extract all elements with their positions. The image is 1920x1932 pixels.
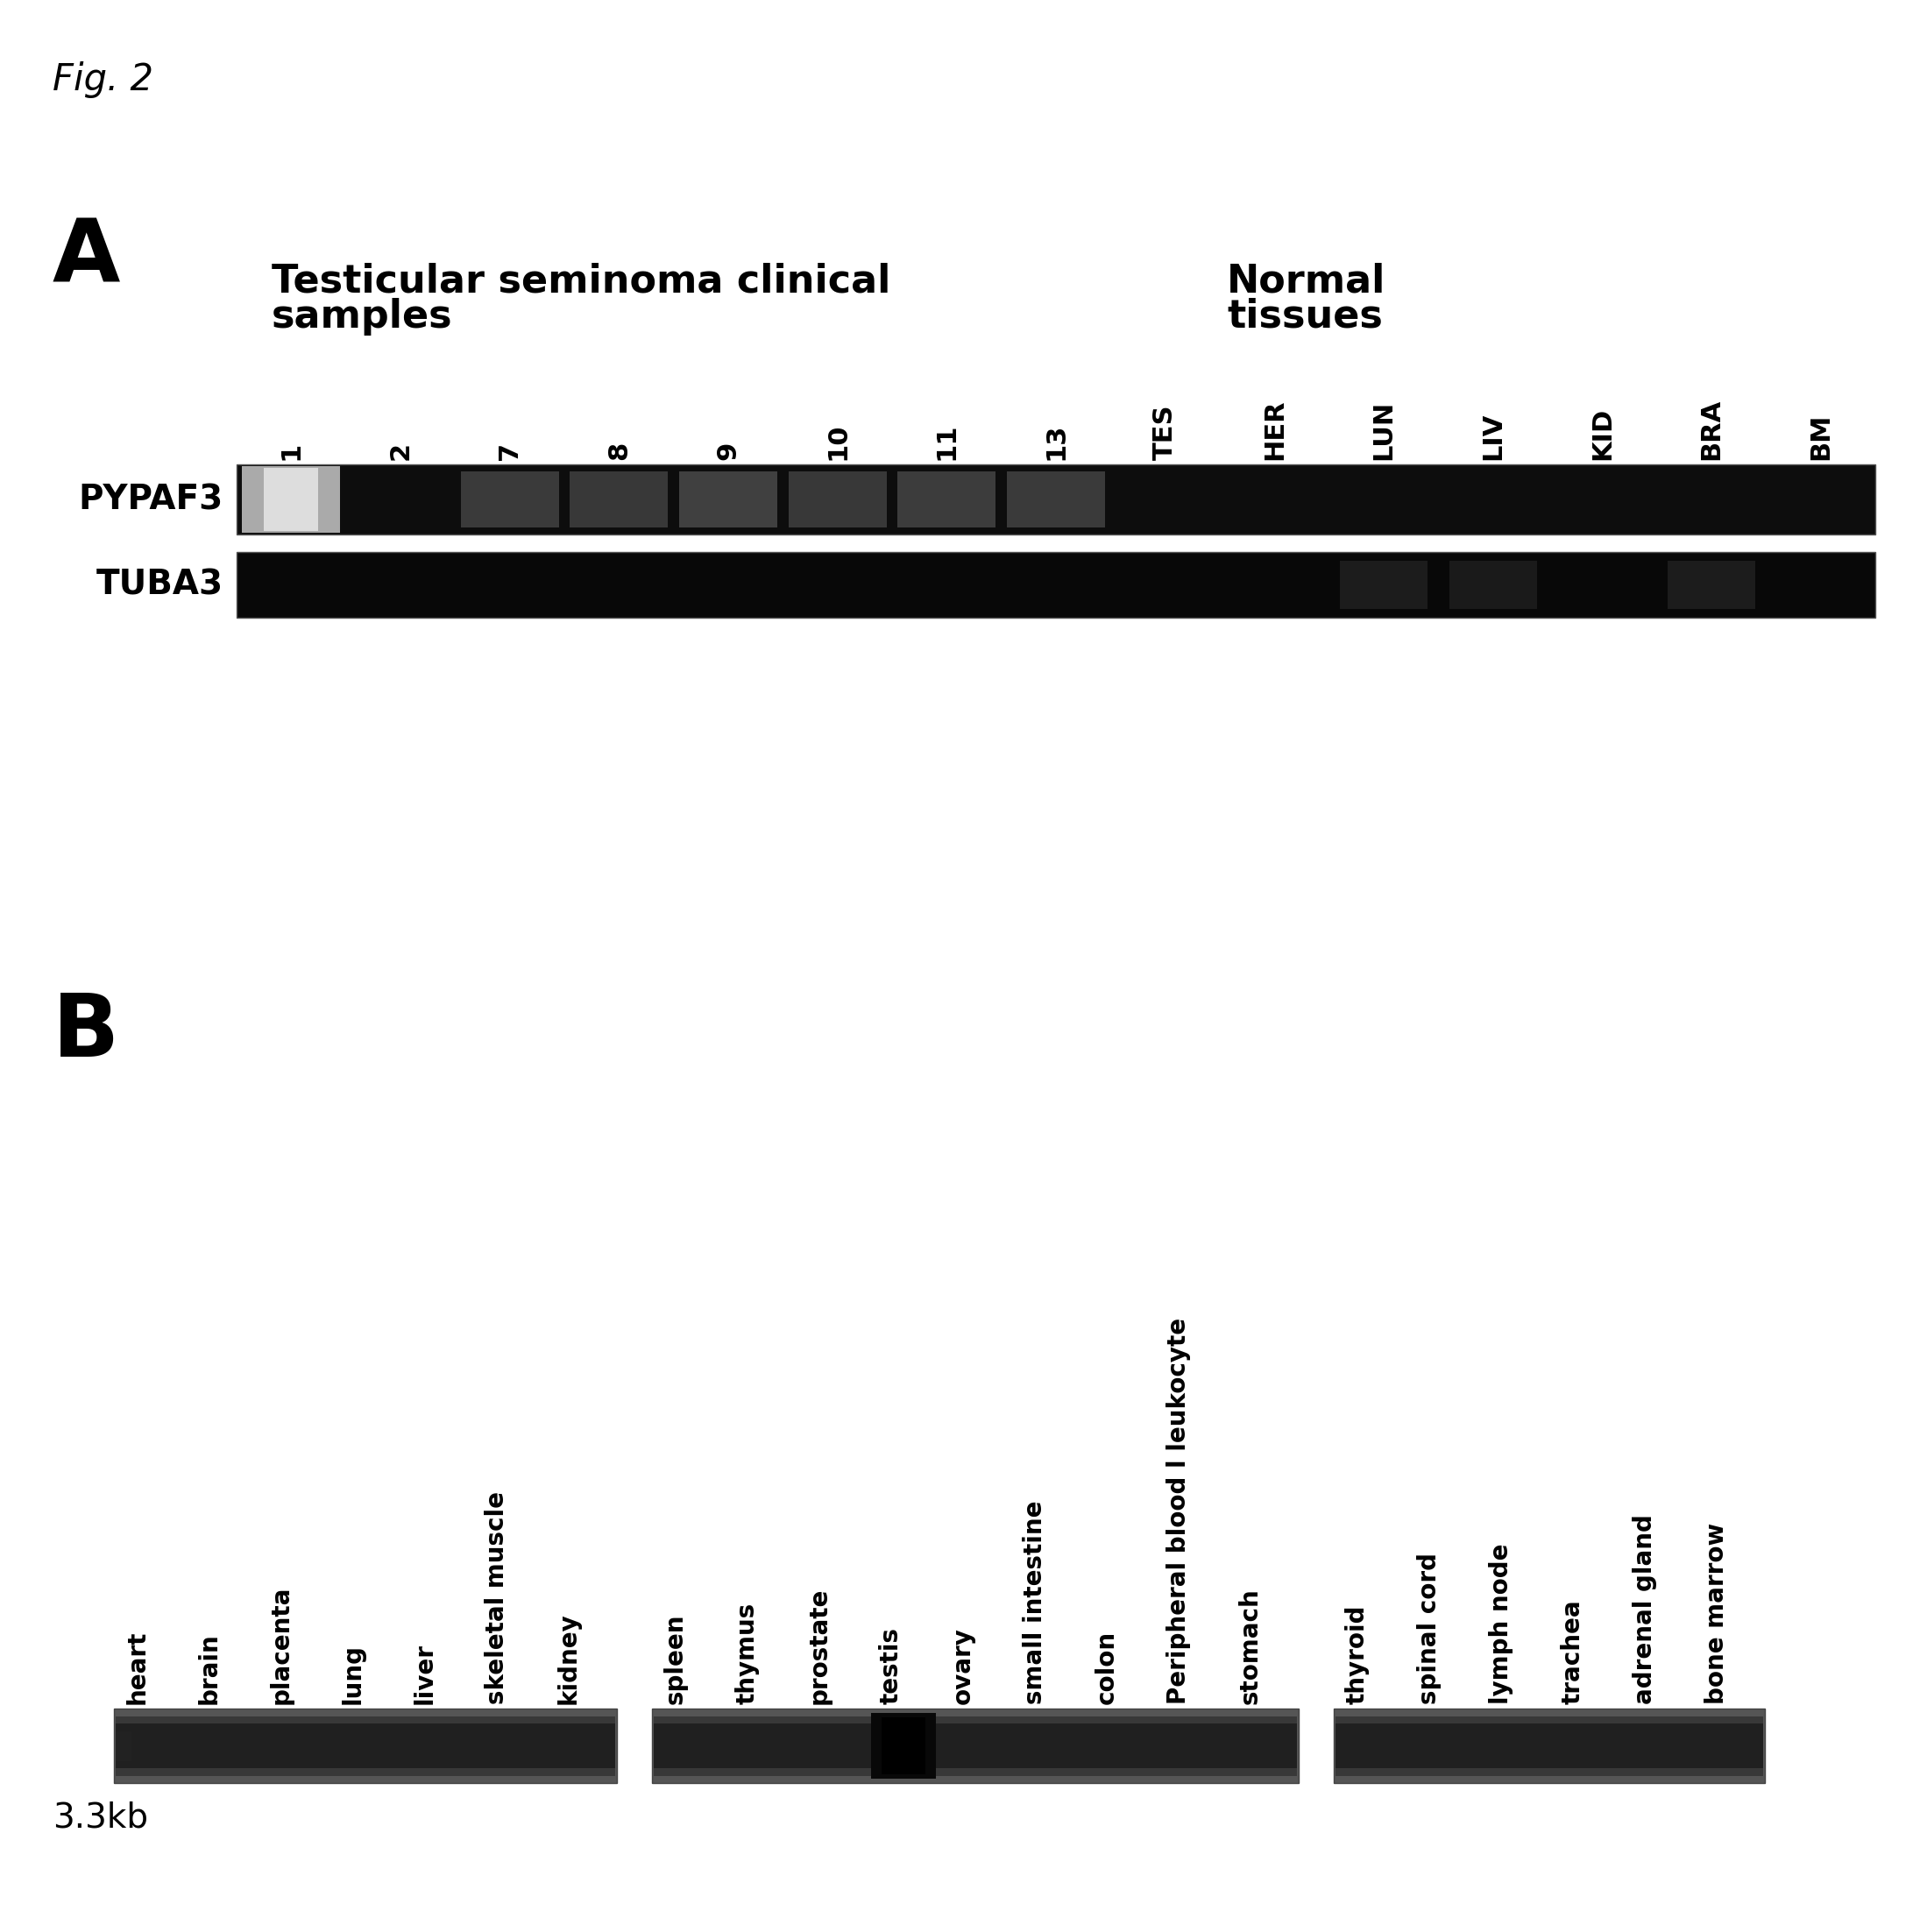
Bar	[1450, 560, 1536, 609]
Text: lymph node: lymph node	[1488, 1544, 1513, 1704]
Text: liver: liver	[413, 1642, 438, 1704]
Bar	[1336, 1716, 1763, 1776]
Bar	[242, 466, 340, 533]
Bar	[115, 1723, 614, 1768]
Text: skeletal muscle: skeletal muscle	[484, 1492, 509, 1704]
Text: tissues: tissues	[1227, 298, 1382, 336]
Bar	[653, 1716, 1296, 1776]
Bar	[653, 1723, 1296, 1768]
Text: 1: 1	[278, 440, 303, 460]
Bar	[872, 1714, 935, 1779]
Text: Normal: Normal	[1227, 263, 1386, 301]
Text: thymus: thymus	[735, 1602, 760, 1704]
Bar	[461, 471, 559, 527]
Bar	[897, 471, 996, 527]
Text: 8: 8	[607, 440, 632, 460]
Text: spleen: spleen	[664, 1613, 687, 1704]
Bar	[236, 464, 1876, 535]
Text: bone marrow: bone marrow	[1705, 1522, 1730, 1704]
Text: BM: BM	[1809, 413, 1834, 460]
Text: 3.3kb: 3.3kb	[52, 1801, 148, 1833]
Text: adrenal gland: adrenal gland	[1632, 1515, 1657, 1704]
Text: Fig. 2: Fig. 2	[52, 62, 154, 99]
Text: 13: 13	[1043, 423, 1069, 460]
Text: thyroid: thyroid	[1346, 1605, 1369, 1704]
Text: A: A	[52, 214, 121, 299]
Text: ovary: ovary	[950, 1627, 975, 1704]
Text: samples: samples	[271, 298, 453, 336]
Text: KID: KID	[1590, 408, 1615, 460]
Text: 9: 9	[716, 440, 741, 460]
Bar	[1668, 560, 1755, 609]
Text: 11: 11	[933, 423, 960, 460]
Bar	[236, 553, 1876, 618]
Bar	[1340, 560, 1427, 609]
Text: spinal cord: spinal cord	[1417, 1553, 1442, 1704]
Text: 7: 7	[497, 442, 522, 460]
Text: LUN: LUN	[1371, 400, 1396, 460]
Bar	[680, 471, 778, 527]
Text: placenta: placenta	[269, 1586, 294, 1704]
Bar	[115, 1731, 131, 1760]
Text: heart: heart	[125, 1631, 150, 1704]
Text: PYPAF3: PYPAF3	[79, 483, 223, 516]
Bar	[881, 1718, 925, 1774]
Text: TES: TES	[1152, 404, 1177, 460]
Text: 2: 2	[388, 442, 413, 460]
Bar	[789, 471, 887, 527]
Text: LIV: LIV	[1480, 412, 1505, 460]
Text: small intestine: small intestine	[1023, 1501, 1046, 1704]
Text: brain: brain	[198, 1633, 221, 1704]
Bar	[653, 1708, 1298, 1783]
Text: testis: testis	[879, 1627, 904, 1704]
Text: B: B	[52, 989, 119, 1074]
Text: Peripheral blood l leukocyte: Peripheral blood l leukocyte	[1165, 1318, 1190, 1704]
Bar	[115, 1716, 614, 1776]
Text: 10: 10	[826, 423, 851, 460]
Text: kidney: kidney	[557, 1613, 582, 1704]
Text: prostate: prostate	[806, 1588, 831, 1704]
Bar	[113, 1708, 616, 1783]
Text: Testicular seminoma clinical: Testicular seminoma clinical	[271, 263, 891, 301]
Text: trachea: trachea	[1561, 1600, 1586, 1704]
Text: stomach: stomach	[1238, 1588, 1263, 1704]
Bar	[1334, 1708, 1764, 1783]
Text: lung: lung	[342, 1644, 365, 1704]
Text: BRA: BRA	[1699, 398, 1724, 460]
Text: TUBA3: TUBA3	[96, 568, 223, 601]
Bar	[263, 468, 319, 531]
Bar	[1006, 471, 1106, 527]
Bar	[570, 471, 668, 527]
Bar	[1336, 1723, 1763, 1768]
Text: HER: HER	[1261, 400, 1286, 460]
Text: colon: colon	[1094, 1631, 1119, 1704]
